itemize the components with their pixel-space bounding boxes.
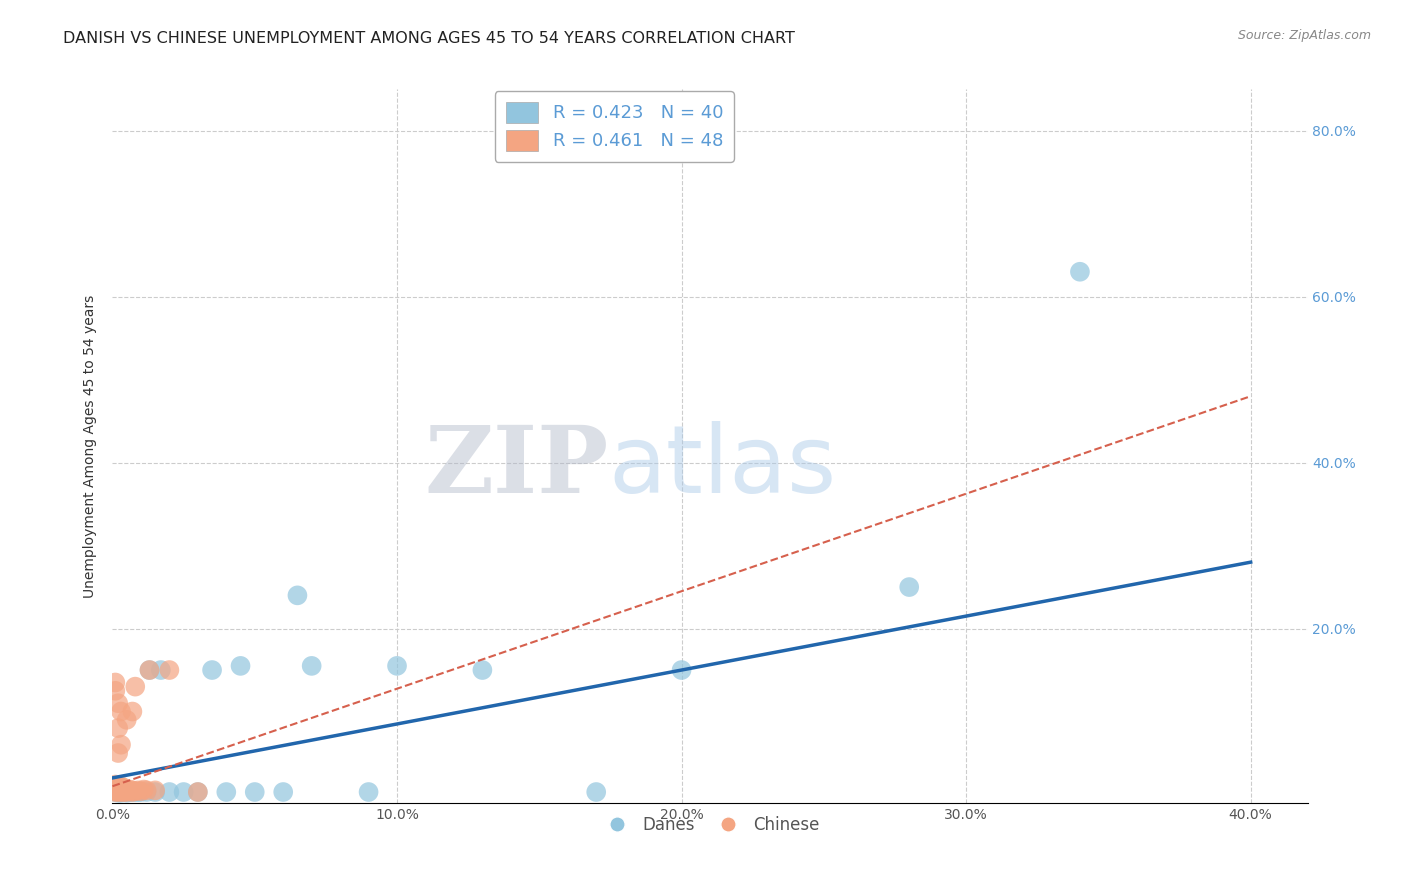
Point — [104, 785, 127, 799]
Point — [157, 663, 180, 677]
Point — [124, 784, 146, 798]
Point — [104, 779, 127, 793]
Point — [135, 783, 157, 797]
Point — [118, 782, 141, 797]
Point — [127, 783, 149, 797]
Point — [115, 783, 138, 797]
Point — [107, 783, 129, 797]
Point — [104, 683, 127, 698]
Point — [138, 663, 160, 677]
Point — [110, 782, 132, 797]
Point — [585, 785, 607, 799]
Point — [243, 785, 266, 799]
Point — [129, 785, 152, 799]
Point — [110, 780, 132, 795]
Point — [104, 778, 127, 792]
Point — [301, 659, 323, 673]
Point — [898, 580, 921, 594]
Point — [112, 785, 135, 799]
Point — [385, 659, 408, 673]
Y-axis label: Unemployment Among Ages 45 to 54 years: Unemployment Among Ages 45 to 54 years — [83, 294, 97, 598]
Point — [121, 785, 143, 799]
Point — [104, 783, 127, 797]
Point — [135, 785, 157, 799]
Point — [110, 705, 132, 719]
Legend: Danes, Chinese: Danes, Chinese — [593, 810, 827, 841]
Point — [110, 784, 132, 798]
Point — [157, 785, 180, 799]
Point — [110, 784, 132, 798]
Point — [110, 785, 132, 799]
Point — [107, 780, 129, 795]
Text: ZIP: ZIP — [425, 423, 609, 512]
Point — [115, 786, 138, 800]
Point — [107, 784, 129, 798]
Point — [112, 780, 135, 795]
Point — [107, 784, 129, 798]
Point — [110, 738, 132, 752]
Point — [271, 785, 294, 799]
Point — [143, 785, 166, 799]
Point — [110, 786, 132, 800]
Point — [107, 721, 129, 735]
Point — [110, 782, 132, 797]
Point — [104, 784, 127, 798]
Point — [104, 675, 127, 690]
Point — [110, 783, 132, 797]
Point — [110, 779, 132, 793]
Point — [107, 785, 129, 799]
Point — [104, 781, 127, 796]
Point — [215, 785, 238, 799]
Point — [357, 785, 380, 799]
Point — [132, 782, 155, 797]
Point — [112, 783, 135, 797]
Point — [118, 785, 141, 799]
Point — [124, 785, 146, 799]
Point — [187, 785, 209, 799]
Point — [104, 785, 127, 799]
Point — [115, 785, 138, 799]
Point — [115, 713, 138, 727]
Point — [149, 663, 172, 677]
Point — [143, 783, 166, 797]
Text: DANISH VS CHINESE UNEMPLOYMENT AMONG AGES 45 TO 54 YEARS CORRELATION CHART: DANISH VS CHINESE UNEMPLOYMENT AMONG AGE… — [63, 31, 796, 46]
Point — [110, 785, 132, 799]
Point — [104, 783, 127, 797]
Point — [107, 696, 129, 710]
Point — [124, 680, 146, 694]
Point — [121, 785, 143, 799]
Point — [138, 663, 160, 677]
Text: atlas: atlas — [609, 421, 837, 514]
Point — [471, 663, 494, 677]
Text: Source: ZipAtlas.com: Source: ZipAtlas.com — [1237, 29, 1371, 42]
Point — [1069, 265, 1091, 279]
Point — [104, 782, 127, 797]
Point — [112, 785, 135, 799]
Point — [129, 784, 152, 798]
Point — [671, 663, 693, 677]
Point — [104, 780, 127, 795]
Point — [107, 746, 129, 760]
Point — [107, 786, 129, 800]
Point — [127, 785, 149, 799]
Point — [115, 784, 138, 798]
Point — [121, 705, 143, 719]
Point — [173, 785, 195, 799]
Point — [112, 783, 135, 797]
Point — [110, 783, 132, 797]
Point — [229, 659, 252, 673]
Point — [118, 784, 141, 798]
Point — [107, 782, 129, 797]
Point — [187, 785, 209, 799]
Point — [107, 779, 129, 793]
Point — [201, 663, 224, 677]
Point — [107, 782, 129, 797]
Point — [121, 783, 143, 797]
Point — [287, 588, 309, 602]
